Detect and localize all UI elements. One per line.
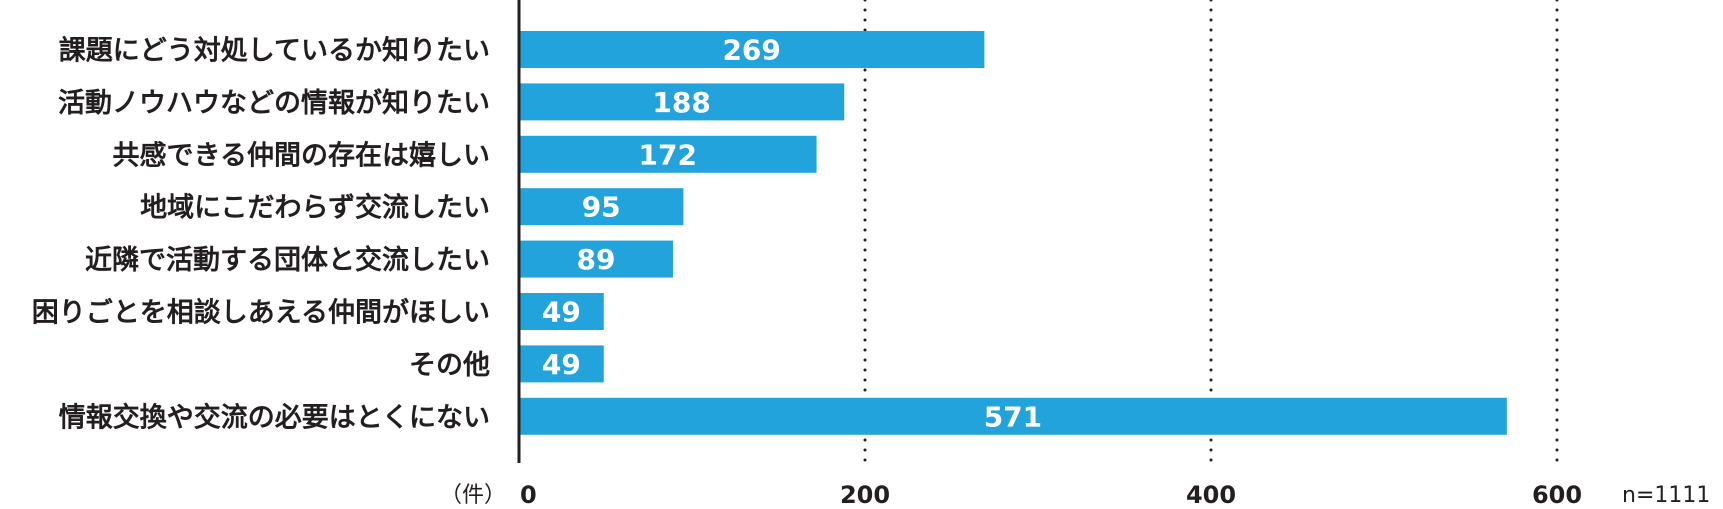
bar-value-label: 49 — [542, 348, 581, 381]
bar-value-label: 269 — [722, 34, 780, 67]
category-label: その他 — [409, 350, 490, 381]
category-label: 困りごとを相談しあえる仲間がほしい — [32, 297, 490, 329]
x-tick-label: 400 — [1186, 481, 1236, 509]
bar — [520, 83, 845, 121]
bar-value-label: 571 — [984, 400, 1042, 433]
sample-size-note: n=1111 — [1622, 483, 1710, 508]
gridlines — [863, 0, 1559, 465]
x-tick-labels: 0 200 400 600 — [520, 481, 1582, 509]
bar-value-label: 172 — [639, 138, 697, 171]
bar — [520, 135, 817, 173]
bar-value-label: 95 — [582, 191, 621, 224]
bar-value-label: 89 — [577, 243, 616, 276]
bar-value-label: 188 — [652, 86, 710, 119]
x-tick-label: 600 — [1532, 481, 1582, 509]
bar — [520, 397, 1507, 435]
bar-value-label: 49 — [542, 296, 581, 329]
category-label: 情報交換や交流の必要はとくにない — [59, 401, 490, 433]
bar — [520, 188, 684, 226]
category-labels: 課題にどう対処しているか知りたい活動ノウハウなどの情報が知りたい共感できる仲間の… — [32, 35, 490, 434]
category-label: 近隣で活動する団体と交流したい — [85, 244, 490, 276]
bar — [520, 293, 604, 330]
x-tick-label: 0 — [520, 481, 537, 509]
bar-value-labels: 269 188 172 95 89 49 49 571 — [542, 34, 1042, 434]
x-tick-label: 200 — [840, 481, 890, 509]
category-label: 共感できる仲間の存在は嬉しい — [113, 139, 490, 171]
unit-label: （件） — [440, 483, 506, 508]
category-label: 地域にこだわらず交流したい — [140, 192, 490, 224]
bar — [520, 31, 985, 68]
category-label: 課題にどう対処しているか知りたい — [59, 35, 490, 67]
bar — [520, 240, 673, 278]
bar — [520, 345, 604, 383]
category-label: 活動ノウハウなどの情報が知りたい — [58, 87, 490, 119]
bars — [520, 31, 1507, 435]
